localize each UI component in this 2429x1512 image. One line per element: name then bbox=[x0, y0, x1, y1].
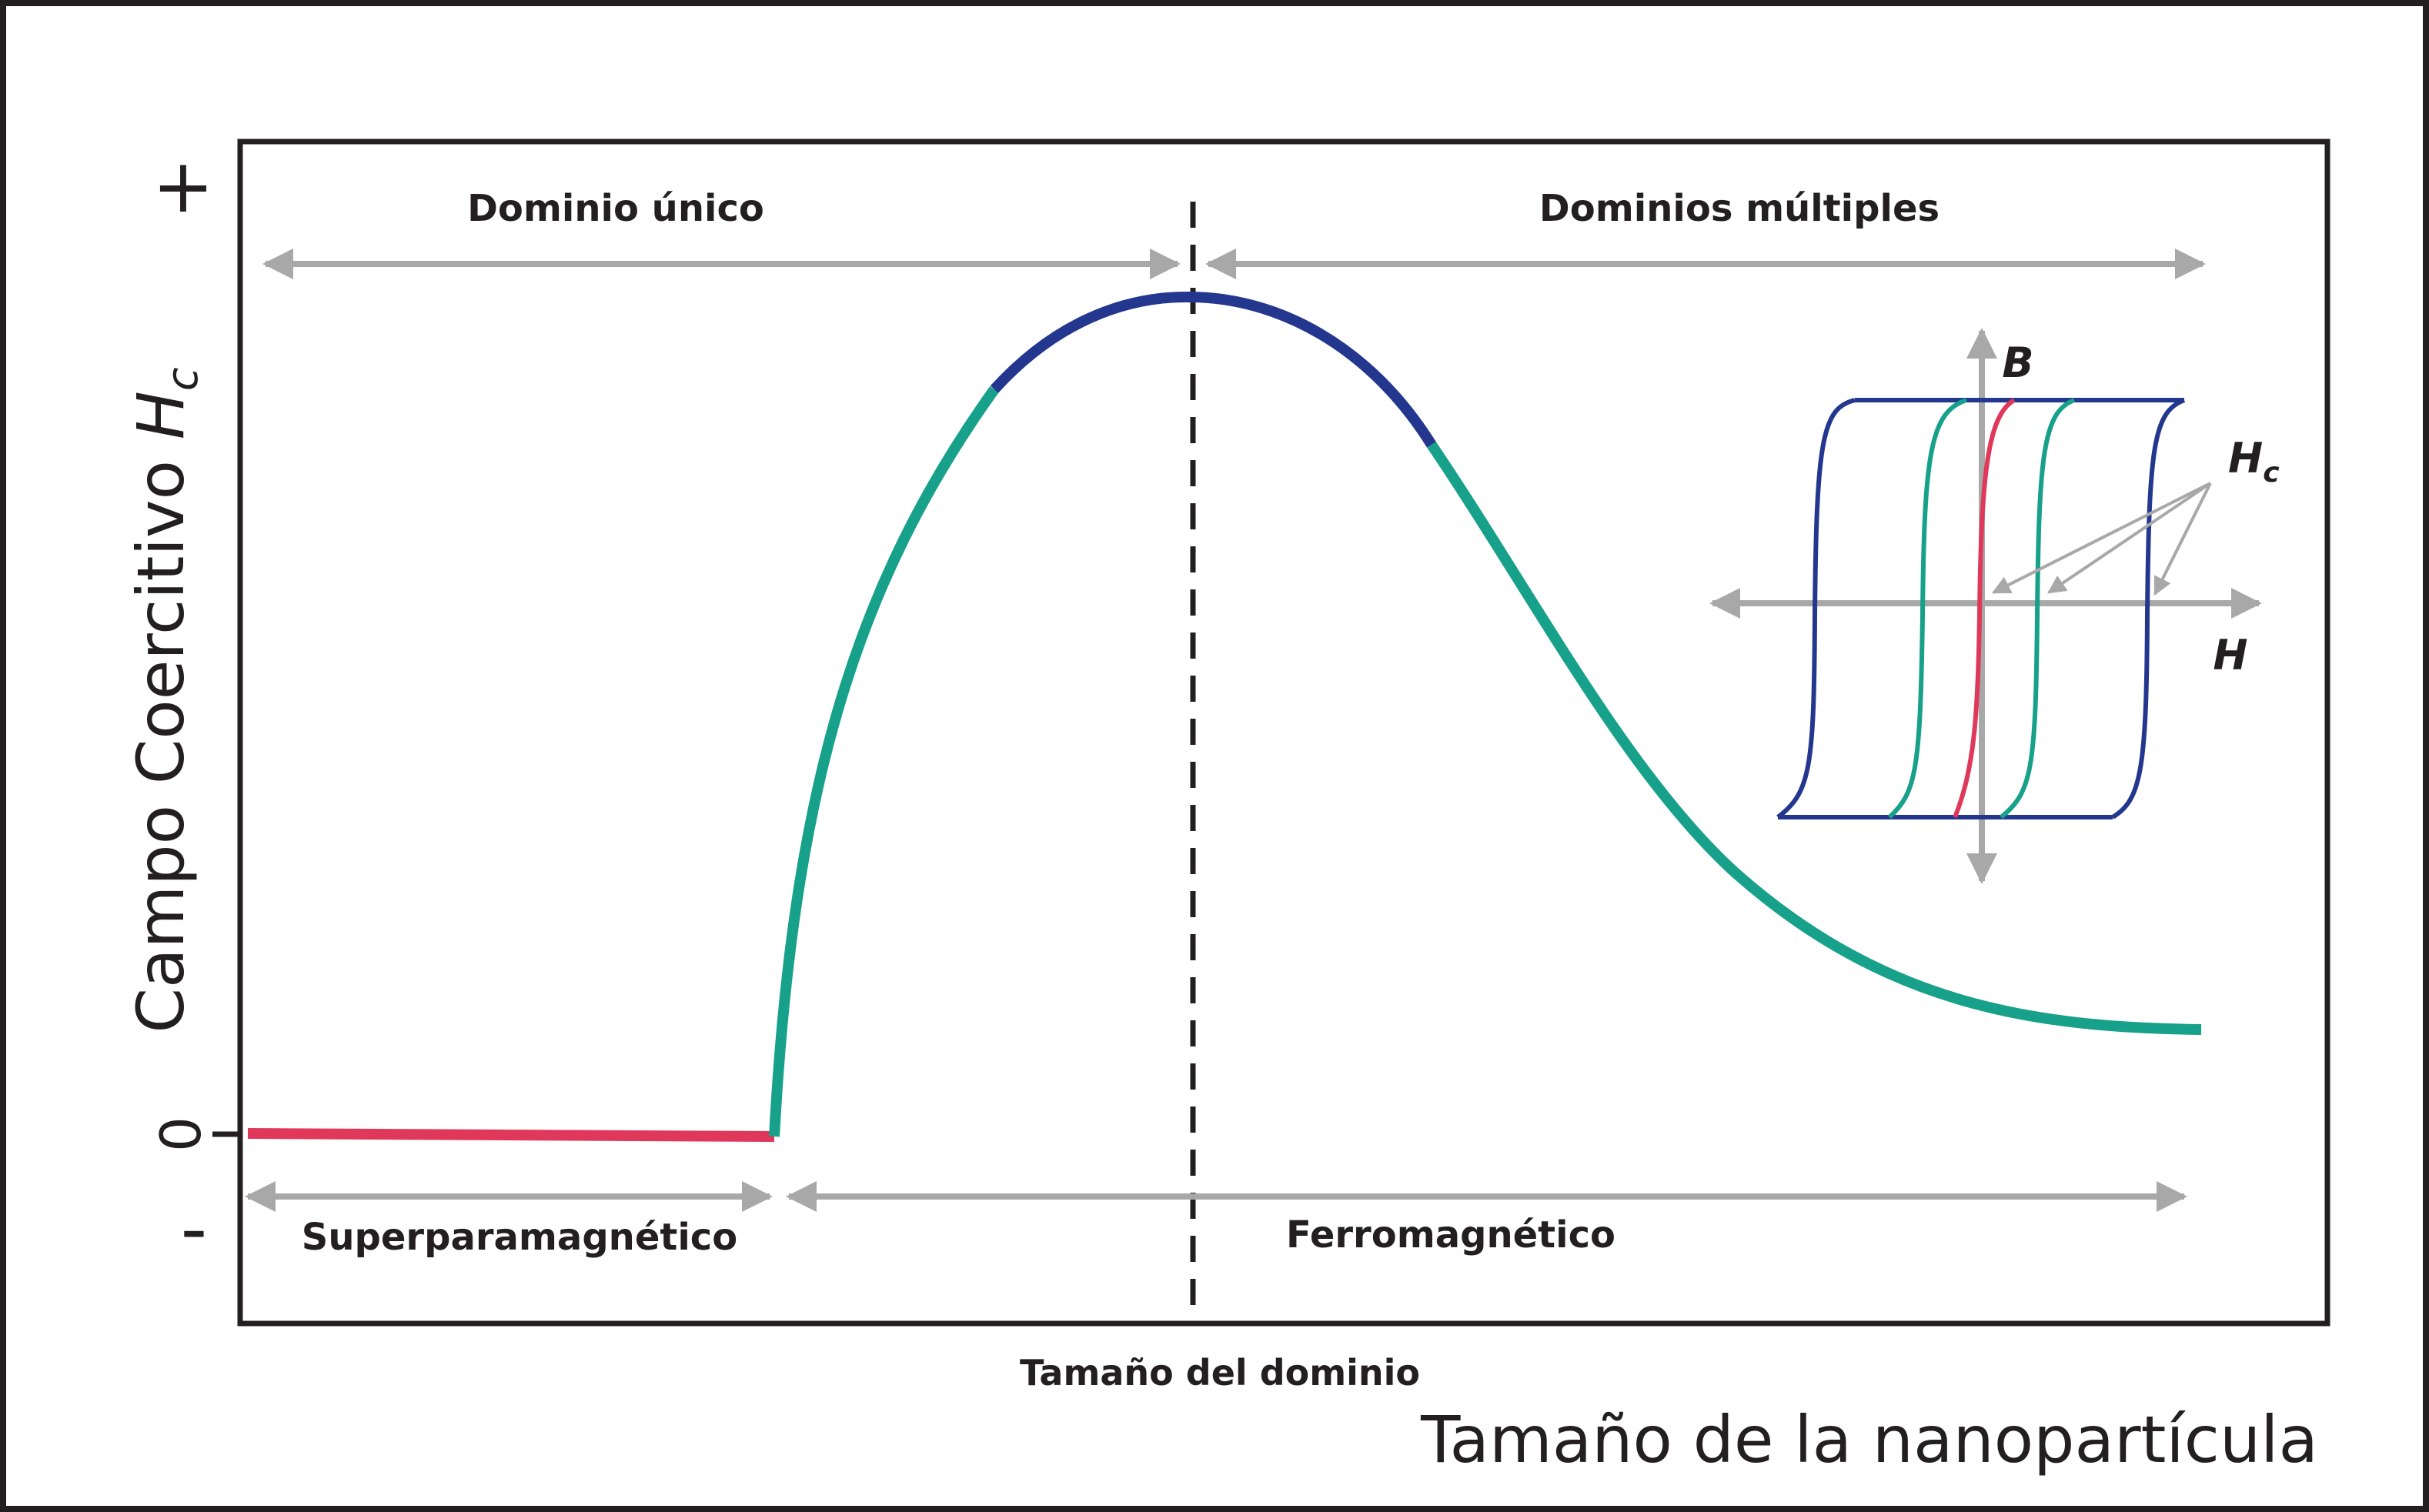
superparamagnetic-label: Superparamagnético bbox=[302, 1216, 737, 1259]
inset-hc-label: Hc bbox=[2228, 434, 2280, 489]
loop-outer-right bbox=[2111, 398, 2186, 819]
curve-peak bbox=[990, 291, 1436, 448]
y-axis-title-symbol: H bbox=[123, 391, 199, 439]
y-axis-title: Campo Coercitivo Hc bbox=[123, 367, 208, 1033]
ferromagnetic-label: Ferromagnético bbox=[1286, 1213, 1615, 1257]
loop-mid-left bbox=[1887, 398, 1967, 819]
curve-falling bbox=[1427, 442, 2202, 1035]
loop-outer-left bbox=[1776, 398, 1856, 819]
domain-size-label: Tamaño del dominio bbox=[1020, 1352, 1420, 1394]
hc-pointer-2 bbox=[2047, 482, 2212, 594]
hc-pointer-3 bbox=[2153, 482, 2212, 596]
inset-b-label: B bbox=[2002, 339, 2033, 387]
y-zero-label: 0 bbox=[149, 1116, 213, 1152]
multi-domain-label: Dominios múltiples bbox=[1539, 187, 1940, 230]
x-axis-title: Tamaño de la nanopartícula bbox=[1420, 1402, 2318, 1477]
y-axis-title-text: Campo Coercitivo bbox=[123, 460, 199, 1033]
y-axis-title-subscript: c bbox=[158, 367, 208, 391]
loop-inner bbox=[1953, 398, 2016, 819]
curve-superparamagnetic bbox=[247, 1128, 775, 1142]
plot-box bbox=[237, 139, 2330, 1327]
inset-h-label: H bbox=[2213, 631, 2247, 679]
loop-mid-right bbox=[2000, 398, 2076, 819]
inset-hc-symbol: H bbox=[2228, 434, 2263, 482]
single-domain-label: Dominio único bbox=[467, 187, 764, 230]
y-minus-label: - bbox=[181, 1186, 208, 1272]
inset-hc-subscript: c bbox=[2263, 457, 2279, 489]
hysteresis-inset bbox=[1709, 328, 2262, 884]
y-plus-label: + bbox=[152, 143, 214, 229]
hc-pointer-1 bbox=[1991, 482, 2211, 594]
curve-rising bbox=[769, 386, 999, 1137]
